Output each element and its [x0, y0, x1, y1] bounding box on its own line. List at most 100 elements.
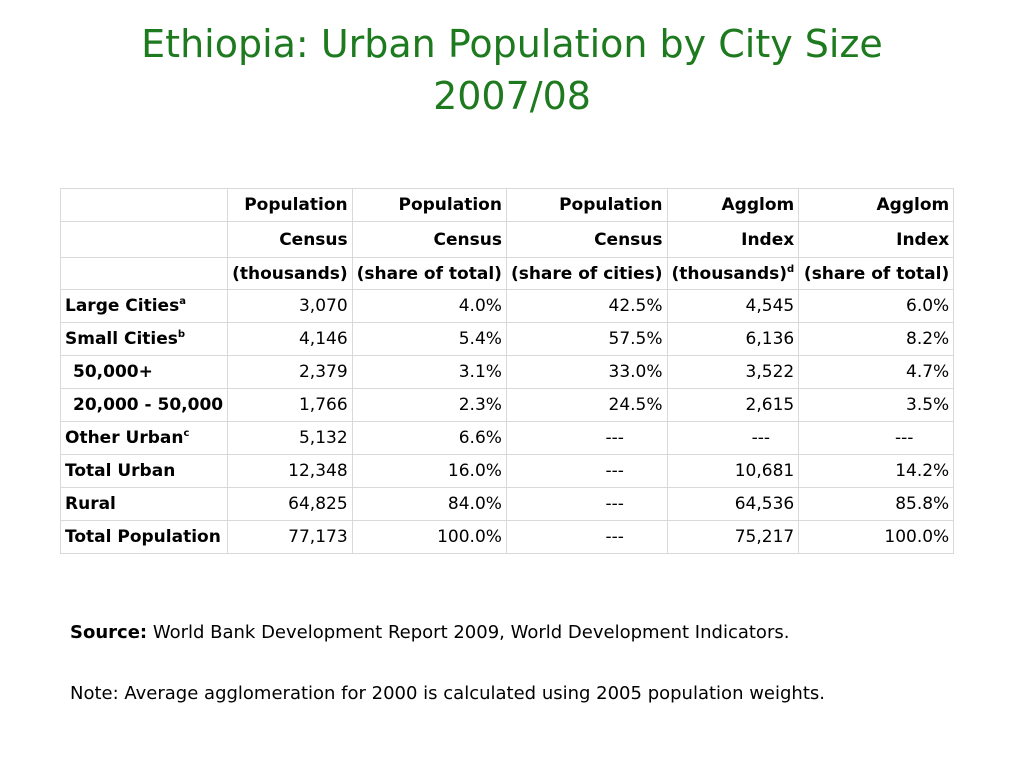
table-cell: 6,136	[666, 322, 800, 356]
column-header-cell: (thousands)d	[666, 257, 800, 290]
column-header-cell	[59, 188, 229, 222]
title-line-1: Ethiopia: Urban Population by City Size	[141, 22, 883, 66]
table-cell: 100.0%	[798, 520, 955, 554]
footnote-marker: a	[179, 296, 186, 307]
row-label: Small Citiesb	[59, 322, 229, 356]
row-label: 20,000 - 50,000	[59, 388, 229, 422]
population-table: Population Population Population Agglom Aggl…	[59, 188, 955, 554]
table-cell: 12,348	[227, 454, 353, 488]
table-cell: 8.2%	[798, 322, 955, 356]
table-row: Small Citiesb 4,146 5.4% 57.5% 6,136 8.2%	[59, 322, 955, 356]
table-cell: 42.5%	[505, 289, 668, 323]
header-text: (thousands)	[232, 263, 348, 284]
header-text: Index	[896, 229, 950, 250]
column-header-cell: Index	[798, 221, 955, 258]
table-cell: 100.0%	[351, 520, 507, 554]
column-header-cell: Census	[505, 221, 668, 258]
note-line: Note: Average agglomeration for 2000 is …	[70, 683, 825, 704]
row-label: Other Urbanc	[59, 421, 229, 455]
header-text: Population	[559, 195, 663, 215]
table-cell: 5.4%	[351, 322, 507, 356]
table-cell: 75,217	[666, 520, 800, 554]
header-text: Census	[594, 229, 663, 250]
header-row: Population Population Population Agglom Aggl…	[59, 188, 955, 222]
column-header-cell: (thousands)	[227, 257, 353, 290]
header-row: Census Census Census Index Index	[59, 221, 955, 258]
table-row: Total Urban 12,348 16.0% --- 10,681 14.2%	[59, 454, 955, 488]
table-cell: 85.8%	[798, 487, 955, 521]
table-row: 20,000 - 50,000 1,766 2.3% 24.5% 2,615 3.5%	[59, 388, 955, 422]
row-label: Rural	[59, 487, 229, 521]
table-cell: 64,825	[227, 487, 353, 521]
column-header-cell: Population	[505, 188, 668, 222]
column-header-cell: (share of total)	[798, 257, 955, 290]
source-line: Source: World Bank Development Report 20…	[70, 622, 789, 643]
column-header-cell: Population	[351, 188, 507, 222]
column-header-cell: Census	[351, 221, 507, 258]
header-text: Population	[398, 195, 502, 215]
table-cell: 14.2%	[798, 454, 955, 488]
row-label: Total Population	[59, 520, 229, 554]
table-cell: 64,536	[666, 487, 800, 521]
column-header-cell: Census	[227, 221, 353, 258]
table-cell: 3,522	[666, 355, 800, 389]
header-text: (share of total)	[356, 263, 502, 284]
table-cell: 84.0%	[351, 487, 507, 521]
table-cell: 2,615	[666, 388, 800, 422]
row-label-text: Total Urban	[65, 461, 176, 481]
column-header-cell: Agglom	[666, 188, 800, 222]
header-row: (thousands) (share of total) (share of cit…	[59, 257, 955, 290]
footnote-marker: d	[787, 263, 795, 275]
table-cell: 2.3%	[351, 388, 507, 422]
table-cell: ---	[505, 487, 668, 521]
column-header-cell	[59, 257, 229, 290]
table-cell: ---	[505, 520, 668, 554]
header-text: Population	[244, 195, 348, 215]
title-line-2: 2007/08	[433, 74, 591, 118]
row-label-text: 50,000+	[73, 362, 153, 382]
row-label-text: Large Cities	[65, 296, 180, 316]
table-cell: 4,146	[227, 322, 353, 356]
header-text: Census	[279, 229, 348, 250]
header-text: Agglom	[721, 195, 795, 215]
column-header-cell	[59, 221, 229, 258]
slide-title: Ethiopia: Urban Population by City Size …	[0, 18, 1024, 122]
table-cell: ---	[798, 421, 955, 455]
footnote-marker: c	[183, 428, 190, 439]
table-row: Total Population 77,173 100.0% --- 75,217 100…	[59, 520, 955, 554]
footnote-marker: b	[177, 329, 186, 340]
row-label: Total Urban	[59, 454, 229, 488]
table-cell: 2,379	[227, 355, 353, 389]
table-cell: 4.0%	[351, 289, 507, 323]
table-cell: 4,545	[666, 289, 800, 323]
table-cell: ---	[505, 421, 668, 455]
table-cell: 3.1%	[351, 355, 507, 389]
source-text: World Bank Development Report 2009, Worl…	[147, 622, 790, 643]
row-label-text: Total Population	[65, 527, 221, 547]
table-row: Other Urbanc 5,132 6.6% --- --- ---	[59, 421, 955, 455]
header-text: Census	[433, 229, 502, 250]
table-row: Rural 64,825 84.0% --- 64,536 85.8%	[59, 487, 955, 521]
column-header-cell: Population	[227, 188, 353, 222]
table-cell: ---	[505, 454, 668, 488]
header-text: Agglom	[876, 195, 950, 215]
row-label-text: Other Urban	[65, 428, 184, 448]
table-cell: 10,681	[666, 454, 800, 488]
table-cell: 6.6%	[351, 421, 507, 455]
table-cell: 57.5%	[505, 322, 668, 356]
table-row: 50,000+ 2,379 3.1% 33.0% 3,522 4.7%	[59, 355, 955, 389]
column-header-cell: Agglom	[798, 188, 955, 222]
table-cell: 6.0%	[798, 289, 955, 323]
header-text: (thousands)	[671, 263, 788, 284]
table-cell: 3.5%	[798, 388, 955, 422]
table-cell: 33.0%	[505, 355, 668, 389]
row-label-text: 20,000 - 50,000	[73, 395, 224, 415]
row-label: Large Citiesa	[59, 289, 229, 323]
table-cell: 1,766	[227, 388, 353, 422]
column-header-cell: Index	[666, 221, 800, 258]
column-header-cell: (share of cities)	[505, 257, 668, 290]
row-label: 50,000+	[59, 355, 229, 389]
table-cell: 77,173	[227, 520, 353, 554]
header-text: Index	[741, 229, 795, 250]
table-cell: 5,132	[227, 421, 353, 455]
